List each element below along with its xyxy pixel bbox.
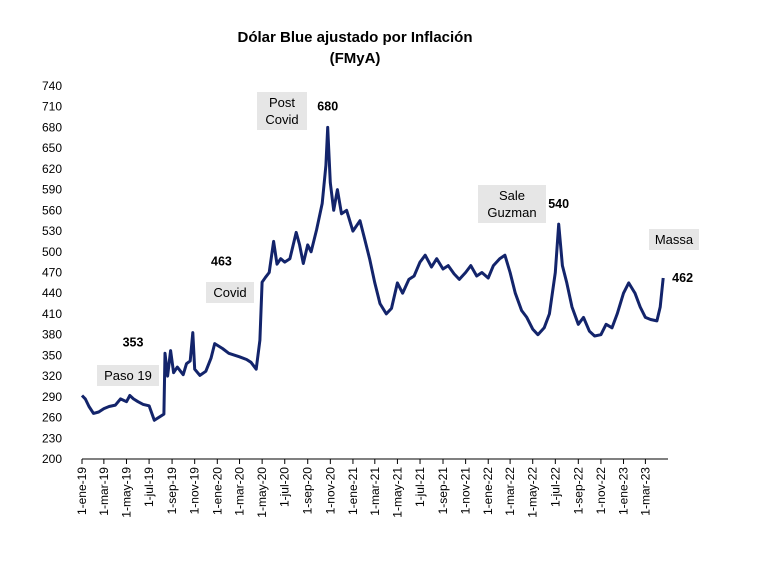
- y-tick-label: 560: [42, 203, 62, 217]
- annotation-boxes: Paso 19 Covid Post Covid Sale Guzman Massa: [97, 92, 699, 386]
- y-tick-label: 530: [42, 224, 62, 238]
- peak-value-label: 540: [548, 197, 569, 211]
- y-tick-label: 380: [42, 328, 62, 342]
- annotation-label: Post: [269, 95, 295, 110]
- x-tick-label: 1-may-22: [526, 467, 540, 518]
- annotation-box: [206, 282, 254, 303]
- chart-subtitle: (FMyA): [330, 50, 381, 67]
- x-tick-label: 1-sep-19: [165, 467, 179, 515]
- y-tick-label: 290: [42, 390, 62, 404]
- series-line: [80, 125, 665, 422]
- x-tick-label: 1-may-20: [255, 467, 269, 518]
- y-tick-label: 440: [42, 286, 62, 300]
- annotation-label: Sale: [499, 188, 525, 203]
- x-tick-label: 1-jul-19: [142, 467, 156, 507]
- y-axis: 200 230 260 290 320 350 380 410 440 470 500 530 560 5…: [42, 79, 62, 466]
- annotation-box: [478, 185, 546, 223]
- y-tick-label: 650: [42, 141, 62, 155]
- y-tick-label: 350: [42, 348, 62, 362]
- peak-value-label: 353: [123, 335, 144, 349]
- x-tick-label: 1-ene-22: [481, 467, 495, 515]
- x-tick-label: 1-sep-21: [436, 467, 450, 515]
- x-tick-label: 1-ene-21: [346, 467, 360, 515]
- y-tick-label: 710: [42, 100, 62, 114]
- annotation-box: [649, 229, 699, 250]
- annotation-box: [97, 365, 159, 386]
- y-tick-label: 230: [42, 431, 62, 445]
- annotation-label: Covid: [265, 112, 298, 127]
- x-tick-label: 1-nov-21: [459, 467, 473, 515]
- x-tick-label: 1-ene-23: [617, 467, 631, 515]
- y-tick-label: 410: [42, 307, 62, 321]
- annotation-label: Massa: [655, 232, 694, 247]
- x-tick-label: 1-sep-22: [571, 467, 585, 515]
- x-tick-label: 1-jul-22: [548, 467, 562, 507]
- y-tick-label: 320: [42, 369, 62, 383]
- x-tick-label: 1-ene-19: [75, 467, 89, 515]
- x-tick-label: 1-may-19: [119, 467, 133, 518]
- y-tick-label: 740: [42, 79, 62, 93]
- y-tick-label: 470: [42, 266, 62, 280]
- x-tick-label: 1-may-21: [390, 467, 404, 518]
- x-tick-label: 1-ene-20: [210, 467, 224, 515]
- y-tick-label: 500: [42, 245, 62, 259]
- chart-title: Dólar Blue ajustado por Inflación: [237, 29, 472, 46]
- y-tick-label: 200: [42, 452, 62, 466]
- x-tick-label: 1-nov-22: [594, 467, 608, 515]
- x-tick-label: 1-mar-23: [638, 467, 652, 516]
- x-tick-label: 1-jul-20: [278, 467, 292, 507]
- annotation-label: Guzman: [487, 205, 536, 220]
- x-tick-label: 1-sep-20: [301, 467, 315, 515]
- x-axis: 1-ene-19 1-mar-19 1-may-19 1-jul-19 1-sep-19…: [75, 459, 652, 518]
- x-tick-label: 1-mar-20: [233, 467, 247, 516]
- peak-value-label: 680: [317, 99, 338, 113]
- y-tick-label: 260: [42, 411, 62, 425]
- x-tick-label: 1-nov-19: [188, 467, 202, 515]
- annotation-label: Covid: [213, 285, 246, 300]
- peak-labels: 353 463 680 540 462: [123, 99, 693, 349]
- peak-value-label: 462: [672, 271, 693, 285]
- annotation-box: [257, 92, 307, 130]
- x-tick-label: 1-nov-20: [323, 467, 337, 515]
- peak-value-label: 463: [211, 254, 232, 268]
- y-tick-label: 680: [42, 120, 62, 134]
- y-tick-label: 620: [42, 162, 62, 176]
- x-tick-label: 1-jul-21: [413, 467, 427, 507]
- x-tick-label: 1-mar-22: [503, 467, 517, 516]
- y-tick-label: 590: [42, 183, 62, 197]
- annotation-label: Paso 19: [104, 368, 152, 383]
- x-tick-label: 1-mar-21: [368, 467, 382, 516]
- x-tick-label: 1-mar-19: [97, 467, 111, 516]
